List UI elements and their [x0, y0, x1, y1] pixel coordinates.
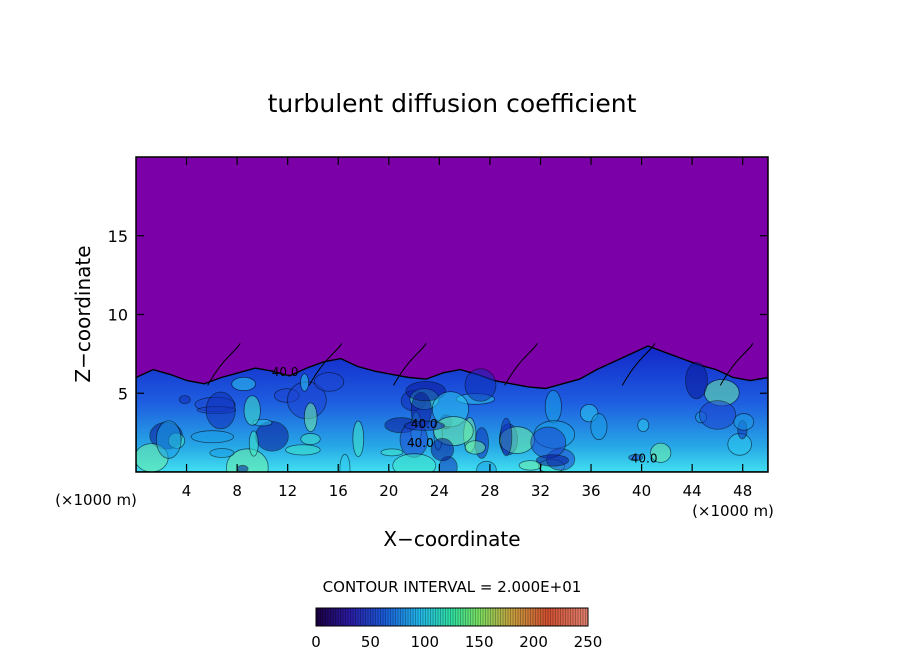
field-contour	[207, 342, 241, 386]
field-cell	[650, 442, 672, 463]
field-cell	[248, 430, 259, 457]
colorbar-tick-label-2: 100	[410, 633, 439, 651]
contour-interval-label: CONTOUR INTERVAL = 2.000E+01	[323, 578, 582, 596]
colorbar: 0 50 100 150 200 250	[311, 607, 603, 651]
field-contour	[719, 342, 754, 386]
field-cell	[178, 395, 191, 405]
field-cell	[243, 395, 261, 426]
field-cell	[313, 372, 345, 392]
colorbar-tick-label-3: 150	[465, 633, 494, 651]
colorbar-gradient	[316, 608, 588, 626]
contour-label-3: 40.0	[631, 452, 658, 466]
field-cell	[209, 448, 235, 458]
field-cell	[476, 460, 497, 472]
x-tick-label-7: 32	[531, 482, 550, 500]
y-tick-label-2: 15	[108, 227, 128, 246]
field-contour	[393, 342, 427, 386]
field-cell	[685, 362, 708, 400]
x-tick-label-2: 12	[278, 482, 297, 500]
x-tick-label-10: 44	[683, 482, 702, 500]
x-tick-label-6: 28	[480, 482, 499, 500]
colorbar-tick-label-4: 200	[519, 633, 548, 651]
field-cell	[698, 400, 737, 430]
field-cell	[590, 413, 608, 441]
field-cell	[405, 381, 447, 402]
field-cell	[518, 460, 543, 471]
plot-area: 40.0 40.0 40.0 40.0	[135, 156, 769, 473]
field-cell	[637, 418, 650, 433]
field-cell	[430, 438, 455, 462]
colorbar-tick-label-5: 250	[574, 633, 603, 651]
field-cell	[535, 454, 569, 467]
field-cell	[303, 402, 318, 432]
contour-label-0: 40.0	[272, 365, 299, 379]
x-tick-label-0: 4	[182, 482, 192, 500]
field-cell	[628, 454, 643, 461]
field-cell	[155, 420, 182, 459]
field-cell	[544, 389, 562, 424]
x-unit-right: (×1000 m)	[692, 502, 774, 520]
x-tick-label-3: 16	[329, 482, 348, 500]
contour-label-2: 40.0	[411, 417, 438, 431]
field-cell	[352, 420, 365, 457]
field-cell	[190, 430, 234, 444]
field-cell	[285, 444, 321, 456]
field-cell	[205, 391, 236, 430]
field-cell	[530, 426, 567, 459]
x-axis-label: X−coordinate	[383, 527, 520, 551]
field-contour	[504, 342, 538, 386]
field-cell	[464, 368, 497, 402]
field-cell	[464, 440, 486, 455]
field-cell	[300, 373, 310, 392]
field-cell	[231, 376, 257, 392]
colorbar-tick-label-1: 50	[361, 633, 380, 651]
field-cell	[236, 464, 249, 472]
field-cell	[403, 420, 445, 431]
field-cell	[392, 453, 437, 472]
field-contour	[308, 342, 342, 386]
x-tick-label-1: 8	[232, 482, 242, 500]
field-cell	[339, 453, 351, 472]
colorbar-tick-label-0: 0	[311, 633, 321, 651]
x-tick-label-5: 24	[430, 482, 449, 500]
chart-title: turbulent diffusion coefficient	[268, 89, 637, 118]
field-cell	[380, 448, 404, 457]
x-tick-label-8: 36	[581, 482, 600, 500]
field-cell	[733, 413, 755, 431]
field-cell	[500, 417, 513, 457]
x-tick-label-11: 48	[733, 482, 752, 500]
field-cell	[300, 433, 321, 445]
x-unit-left: (×1000 m)	[55, 491, 137, 509]
x-tick-label-4: 20	[379, 482, 398, 500]
y-axis-label: Z−coordinate	[71, 245, 95, 382]
colorbar-frame	[315, 607, 589, 627]
y-tick-label-1: 10	[108, 306, 128, 325]
field-contour	[621, 342, 656, 386]
contour-label-1: 40.0	[407, 436, 434, 450]
x-tick-label-9: 40	[632, 482, 651, 500]
y-tick-label-0: 5	[118, 384, 128, 403]
